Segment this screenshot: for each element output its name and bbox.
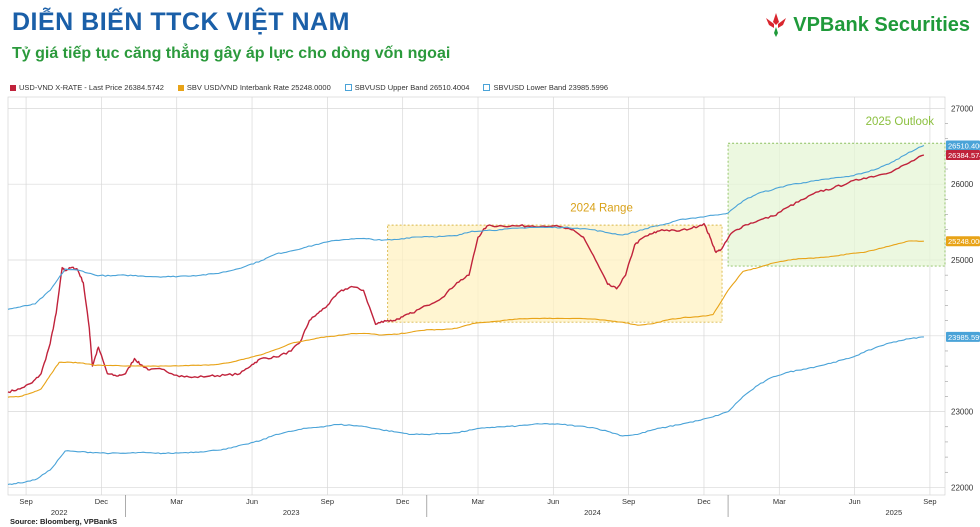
series-line [7,154,925,394]
last-value-label: 26510.4004 [948,142,980,151]
last-value-label: 23985.5996 [948,333,980,342]
brand-logo: VPBank Securities [763,8,970,42]
legend-label: SBV USD/VND Interbank Rate 25248.0000 [186,83,331,92]
legend-swatch [483,84,491,91]
year-label: 2023 [283,508,300,517]
x-tick-label: Dec [95,497,109,506]
legend-label: USD-VND X-RATE - Last Price 26384.5742 [19,83,164,92]
last-value-tag [946,331,980,342]
year-label: 2022 [51,508,68,517]
legend-label: SBVUSD Upper Band 26510.4004 [354,83,470,92]
legend-item: USD-VND X-RATE - Last Price 26384.5742 [10,83,164,92]
legend-item: SBV USD/VND Interbank Rate 25248.0000 [177,83,331,92]
annotation-label: 2024 Range [570,202,633,214]
x-tick-label: Sep [321,497,334,506]
y-tick-label: 26000 [951,180,974,189]
annotation-box [387,224,723,323]
series-line [7,144,925,310]
brand-name: VPBank Securities [793,13,970,36]
y-tick-label: 22000 [951,483,974,492]
x-tick-label: Jun [547,497,559,506]
y-tick-label: 25000 [951,256,974,265]
x-tick-label: Dec [697,497,711,506]
series-line [7,240,924,398]
x-tick-label: Sep [622,497,635,506]
vpbank-flower-icon [766,13,787,37]
y-tick-label: 27000 [951,104,974,113]
last-value-label: 25248.0000 [948,237,980,246]
x-tick-label: Mar [773,497,786,506]
x-tick-label: Dec [396,497,410,506]
chart-legend: USD-VND X-RATE - Last Price 26384.5742 SB… [10,83,608,92]
legend-item: SBVUSD Upper Band 26510.4004 [344,83,470,92]
last-value-tag [946,149,980,160]
x-tick-label: Sep [923,497,936,506]
legend-item: SBVUSD Lower Band 23985.5996 [483,83,608,92]
source-note: Source: Bloomberg, VPBankS [10,517,118,526]
x-tick-label: Mar [472,497,485,506]
x-tick-label: Jun [246,497,258,506]
x-tick-label: Sep [19,497,32,506]
x-tick-label: Jun [849,497,861,506]
y-tick-label: 23000 [951,408,974,417]
last-value-tag [946,140,980,151]
series-line [7,336,924,485]
year-label: 2024 [584,508,601,517]
x-tick-label: Mar [170,497,183,506]
page-title: DIỄN BIẾN TTCK VIỆT NAM [12,8,350,36]
legend-swatch [10,84,16,91]
year-label: 2025 [885,508,902,517]
legend-swatch [177,84,184,91]
legend-label: SBVUSD Lower Band 23985.5996 [493,83,609,92]
page-subtitle: Tỷ giá tiếp tục căng thẳng gây áp lực ch… [12,45,451,62]
legend-swatch [344,84,352,91]
annotation-box [727,142,946,267]
last-value-tag [946,236,980,247]
last-value-label: 26384.5742 [948,151,980,160]
annotation-label: 2025 Outlook [866,116,935,128]
